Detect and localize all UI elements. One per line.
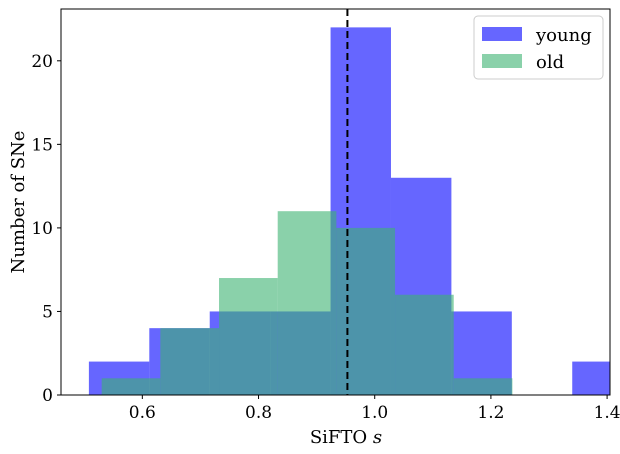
bar-old-5 xyxy=(395,294,454,395)
x-tick-label: 1.2 xyxy=(477,403,504,423)
legend-label-old: old xyxy=(536,52,564,73)
bar-old-1 xyxy=(160,328,220,395)
series-old-bars xyxy=(101,211,513,395)
legend-swatch-old xyxy=(482,54,522,68)
x-tick-label: 0.8 xyxy=(245,403,272,423)
y-axis-ticks: 0 5 10 15 20 xyxy=(31,52,61,406)
legend-label-young: young xyxy=(535,25,592,46)
x-tick-label: 1.4 xyxy=(594,403,620,423)
x-axis-label: SiFTO s xyxy=(310,427,382,448)
bar-old-0 xyxy=(101,378,161,395)
bar-old-4 xyxy=(336,227,396,395)
x-axis-ticks: 0.6 0.8 1.0 1.2 1.4 xyxy=(129,395,620,423)
plot-frame xyxy=(60,8,611,396)
y-tick-label: 10 xyxy=(31,219,53,239)
x-tick-label: 1.0 xyxy=(361,403,388,423)
y-tick-label: 15 xyxy=(31,135,53,155)
bar-old-2 xyxy=(219,278,278,395)
x-tick-label: 0.6 xyxy=(129,403,156,423)
y-tick-label: 5 xyxy=(42,302,53,322)
y-tick-label: 20 xyxy=(31,52,53,72)
bar-young-8 xyxy=(572,361,610,395)
y-tick-label: 0 xyxy=(42,386,53,406)
legend: young old xyxy=(473,15,604,80)
bar-old-3 xyxy=(277,211,337,395)
y-axis-label: Number of SNe xyxy=(8,131,29,274)
legend-swatch-young xyxy=(482,27,522,41)
bar-old-6 xyxy=(453,378,513,395)
